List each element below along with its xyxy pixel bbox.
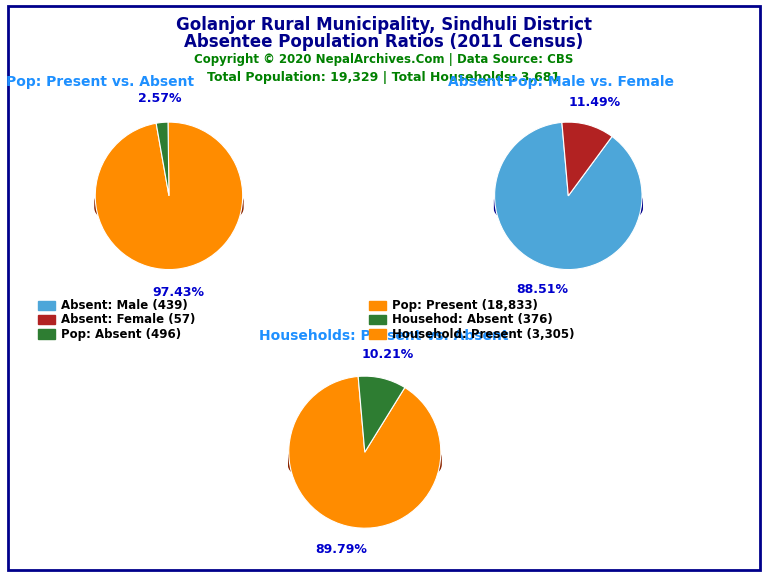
Ellipse shape (289, 445, 441, 487)
Ellipse shape (95, 181, 243, 222)
Text: 10.21%: 10.21% (362, 348, 414, 361)
Text: Total Population: 19,329 | Total Households: 3,681: Total Population: 19,329 | Total Househo… (207, 71, 561, 85)
Ellipse shape (495, 181, 642, 222)
Text: Households: Present vs. Absent: Households: Present vs. Absent (260, 329, 508, 343)
Text: 88.51%: 88.51% (516, 283, 568, 296)
Text: 2.57%: 2.57% (138, 92, 181, 105)
Ellipse shape (95, 186, 243, 227)
Ellipse shape (289, 439, 441, 482)
Text: 89.79%: 89.79% (316, 543, 368, 556)
Text: Household: Present (3,305): Household: Present (3,305) (392, 328, 574, 340)
Ellipse shape (289, 437, 441, 479)
Text: 11.49%: 11.49% (568, 96, 621, 109)
Wedge shape (156, 122, 169, 196)
Text: Househod: Absent (376): Househod: Absent (376) (392, 313, 552, 326)
Ellipse shape (495, 189, 642, 229)
Text: Absent: Male (439): Absent: Male (439) (61, 299, 188, 312)
Ellipse shape (95, 188, 243, 228)
Ellipse shape (289, 442, 441, 484)
Text: 97.43%: 97.43% (152, 286, 204, 300)
Wedge shape (562, 122, 612, 196)
Ellipse shape (495, 185, 642, 226)
Wedge shape (495, 122, 642, 270)
Ellipse shape (95, 185, 243, 226)
Text: Absent: Female (57): Absent: Female (57) (61, 313, 196, 326)
Text: Pop: Absent (496): Pop: Absent (496) (61, 328, 181, 340)
Ellipse shape (289, 438, 441, 480)
Ellipse shape (95, 184, 243, 224)
Ellipse shape (495, 184, 642, 224)
Wedge shape (95, 122, 243, 270)
Ellipse shape (95, 180, 243, 221)
Ellipse shape (95, 189, 243, 229)
Ellipse shape (495, 183, 642, 223)
Wedge shape (289, 377, 441, 528)
Ellipse shape (495, 188, 642, 228)
Ellipse shape (289, 441, 441, 483)
Text: Pop: Present (18,833): Pop: Present (18,833) (392, 299, 538, 312)
Ellipse shape (495, 186, 642, 227)
Text: Pop: Present vs. Absent: Pop: Present vs. Absent (6, 75, 194, 89)
Text: Golanjor Rural Municipality, Sindhuli District: Golanjor Rural Municipality, Sindhuli Di… (176, 16, 592, 34)
Ellipse shape (289, 444, 441, 486)
Text: Copyright © 2020 NepalArchives.Com | Data Source: CBS: Copyright © 2020 NepalArchives.Com | Dat… (194, 53, 574, 66)
Ellipse shape (495, 180, 642, 221)
Text: Absent Pop: Male vs. Female: Absent Pop: Male vs. Female (448, 75, 674, 89)
Ellipse shape (289, 436, 441, 478)
Text: Absentee Population Ratios (2011 Census): Absentee Population Ratios (2011 Census) (184, 33, 584, 51)
Ellipse shape (95, 183, 243, 223)
Wedge shape (358, 376, 405, 452)
